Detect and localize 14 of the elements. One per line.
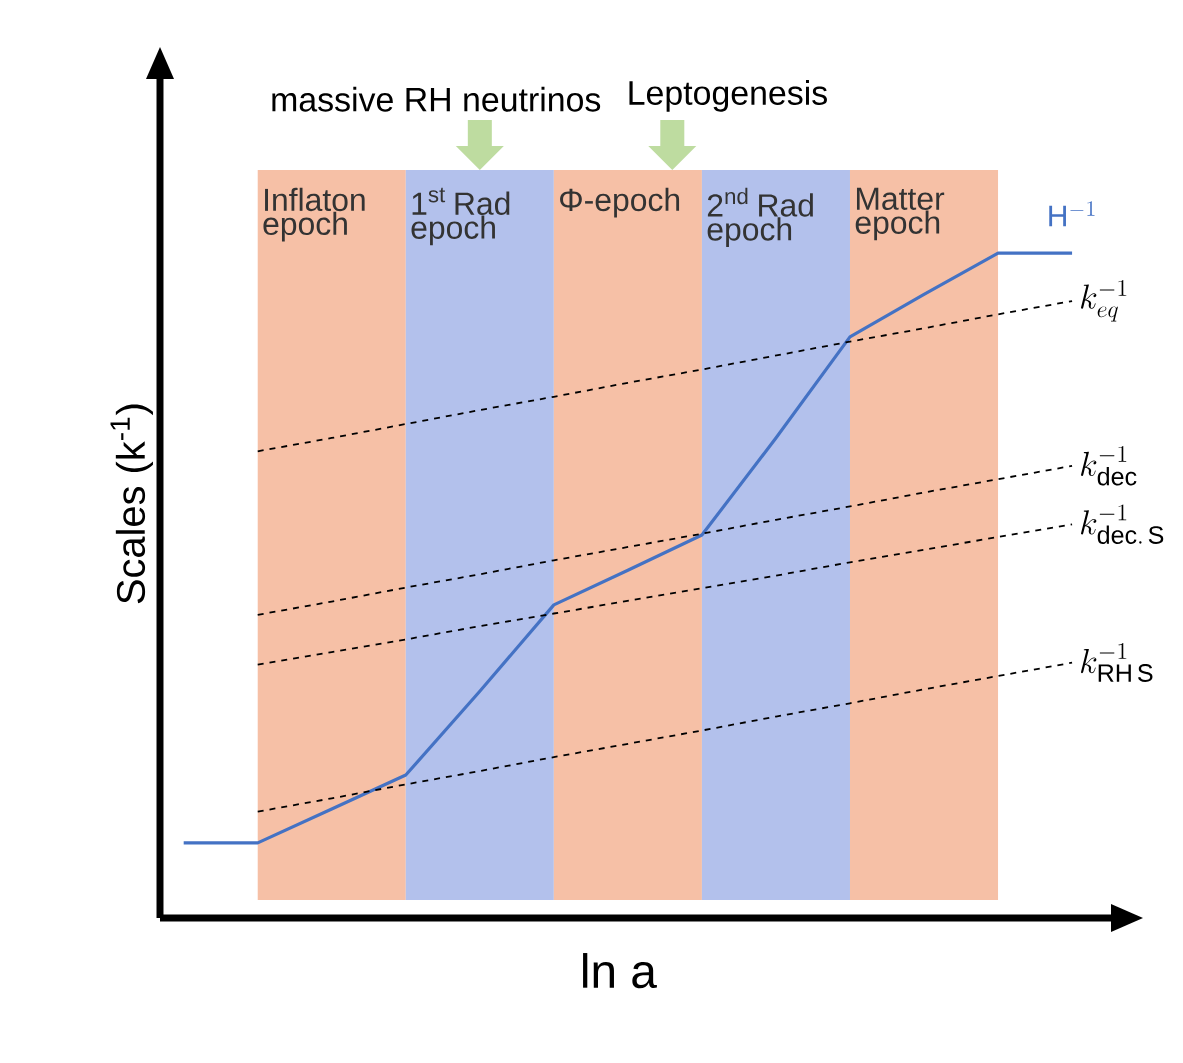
text: Matter epoch (855, 187, 945, 241)
text: 1$^{st}$ Rad epoch (411, 187, 510, 246)
x-axis-title: ln a (583, 953, 657, 989)
text: Leptogenesis (629, 80, 827, 112)
text: Inflaton epoch (263, 187, 365, 242)
text: 2$^{nd}$ Rad epoch (707, 187, 813, 247)
series-label: $k_{\mathrm{dec.\,S}}^{-1}$ (1081, 504, 1164, 544)
y-axis-title: Scales (k$^{-1}$) (110, 404, 153, 604)
text: massive RH neutrinos (272, 86, 601, 112)
series-label: $k_{\mathrm{RH\,S}}^{-1}$ (1081, 643, 1153, 682)
series-label: $k_{eq}^{-1}$ (1081, 280, 1127, 322)
series-label: $k_{\mathrm{dec}}^{-1}$ (1081, 445, 1137, 486)
text: Φ-epoch (560, 187, 680, 218)
series-label: $\mathrm{H}^{-1}$ (1049, 201, 1095, 227)
